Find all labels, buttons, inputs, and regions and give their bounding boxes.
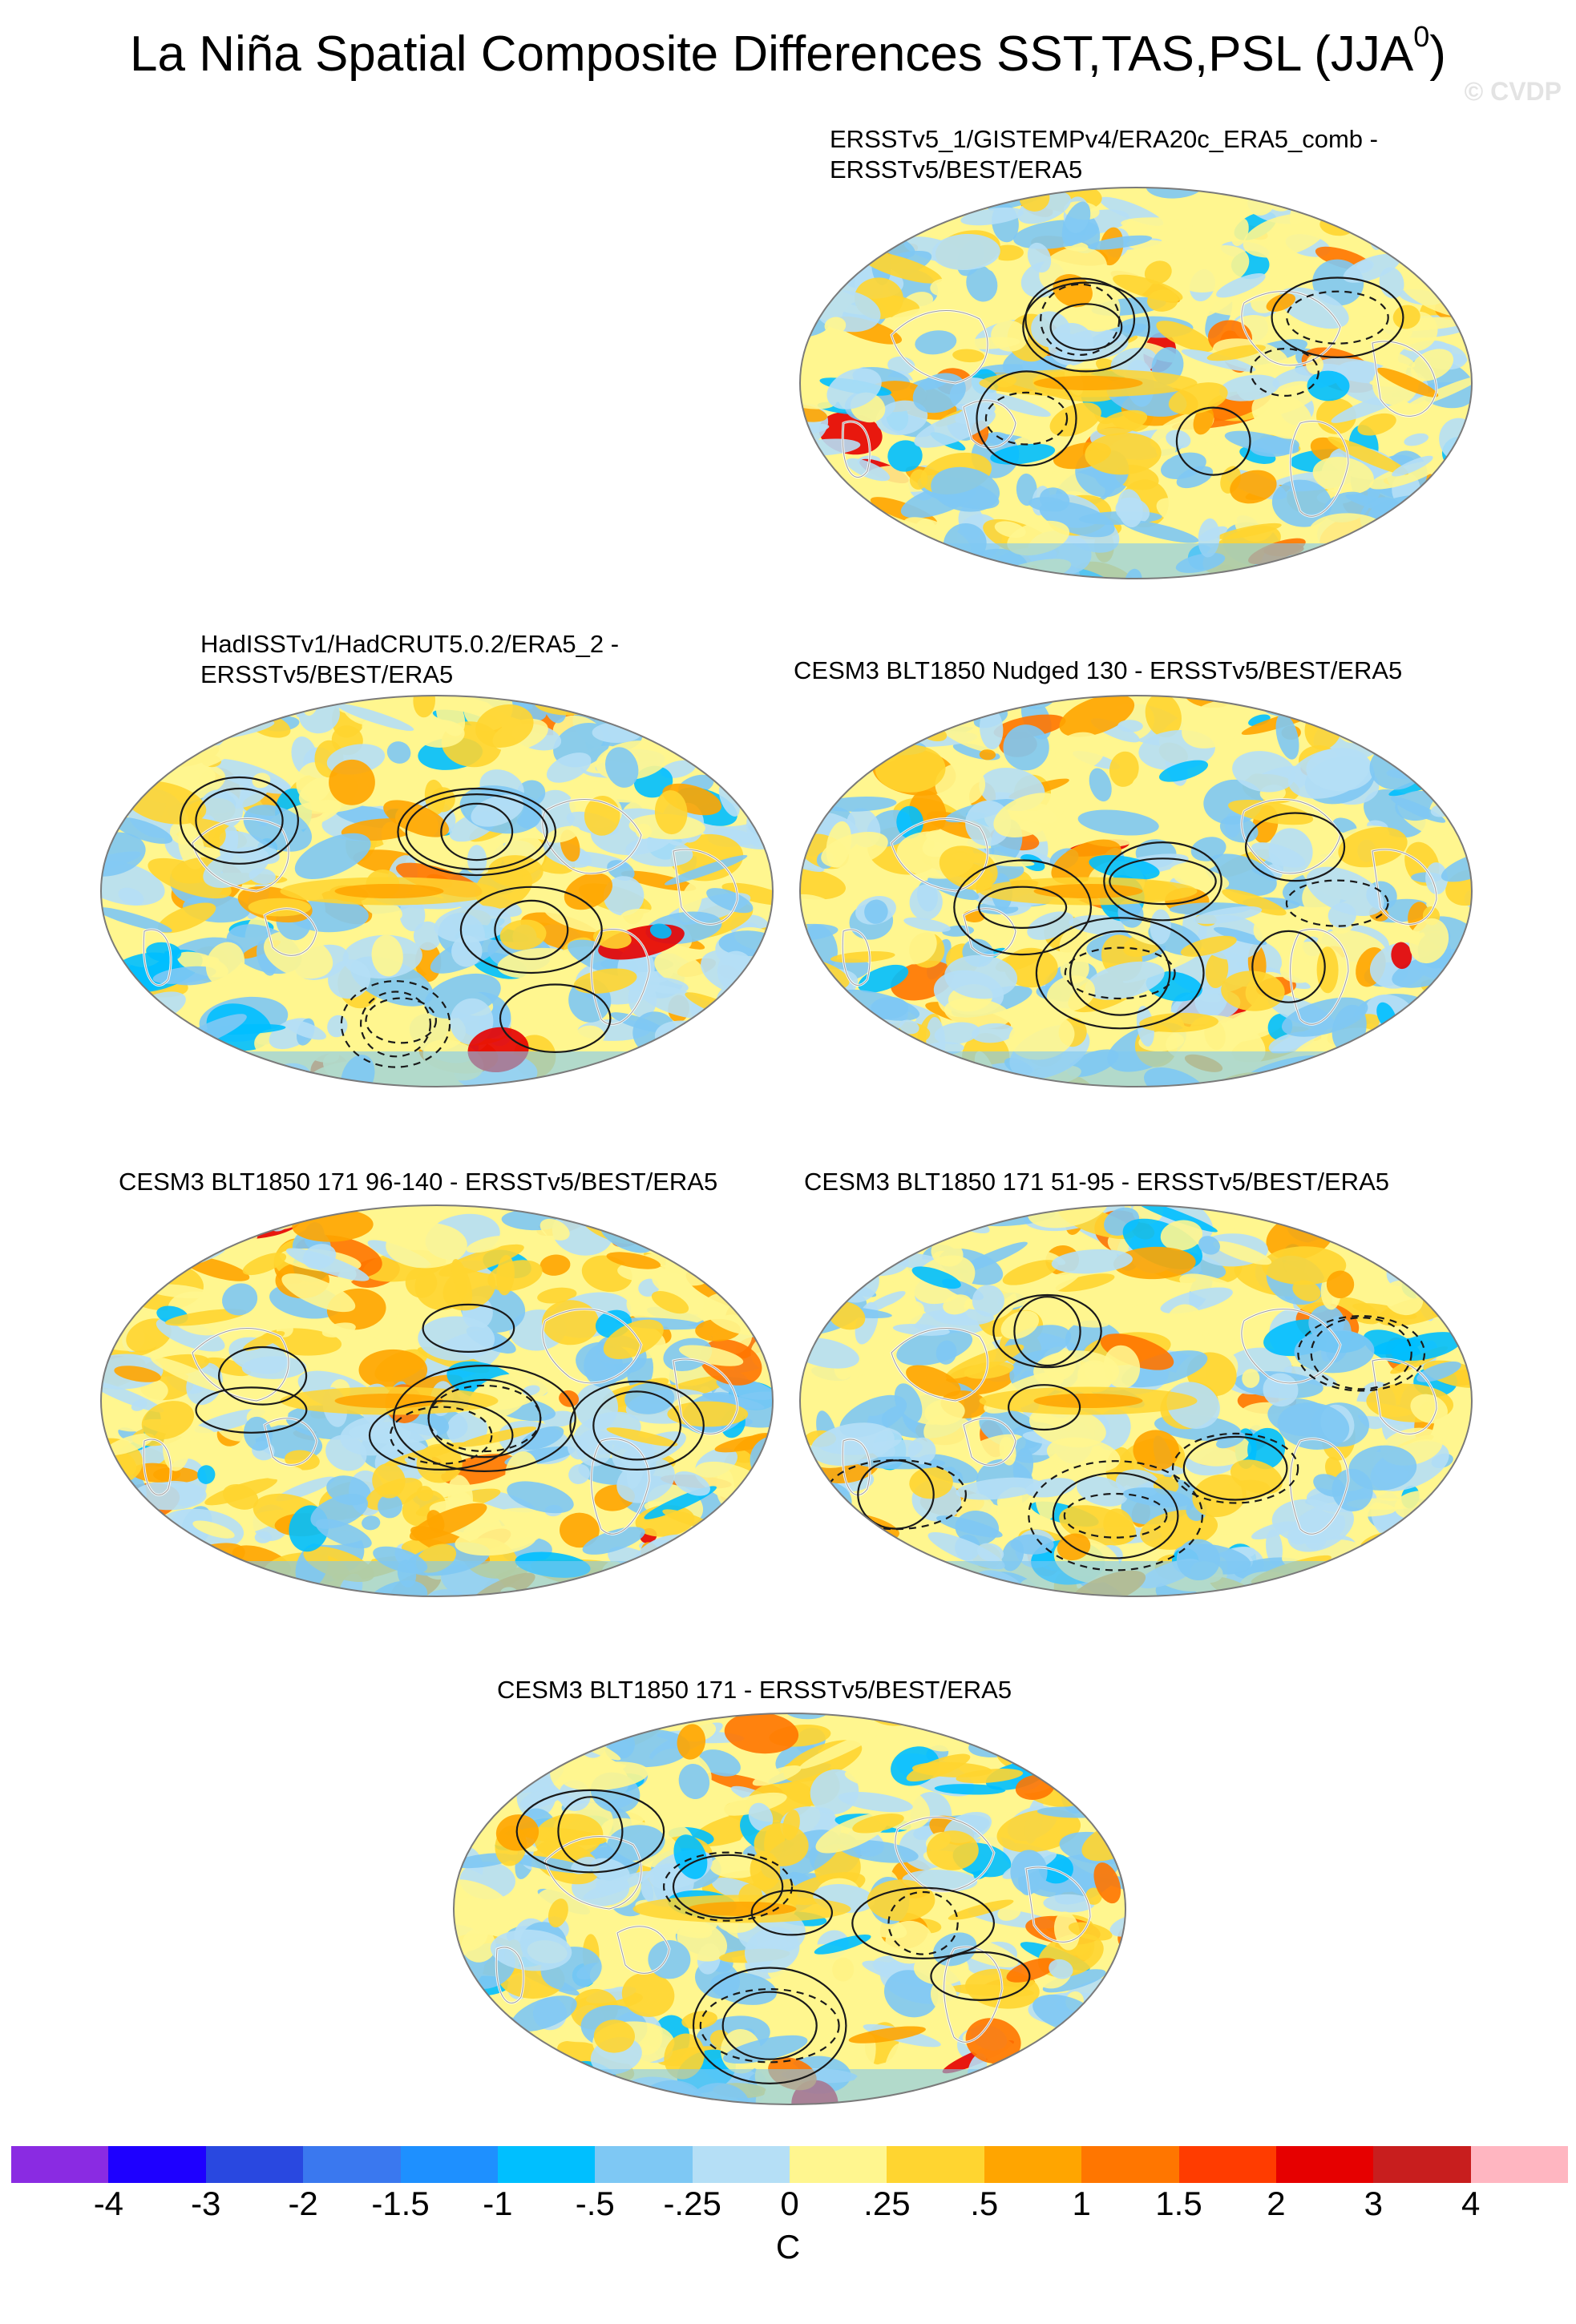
map-panel-1	[795, 183, 1477, 583]
colorbar-tick-13: 3	[1364, 2185, 1383, 2222]
colorbar-swatch-8	[790, 2146, 887, 2183]
colorbar-tick-12: 2	[1267, 2185, 1286, 2222]
colorbar-tick-5: -.5	[575, 2185, 615, 2222]
colorbar-tick-10: 1	[1072, 2185, 1091, 2222]
panel-4-title: CESM3 BLT1850 171 96-140 - ERSSTv5/BEST/…	[119, 1167, 717, 1197]
colorbar-swatch-6	[595, 2146, 693, 2183]
colorbar-swatch-9	[887, 2146, 984, 2183]
colorbar-swatch-7	[692, 2146, 790, 2183]
colorbar-tick-9: .5	[970, 2185, 999, 2222]
panel-5-title: CESM3 BLT1850 171 51-95 - ERSSTv5/BEST/E…	[804, 1167, 1389, 1197]
map-panel-6	[449, 1709, 1130, 2109]
colorbar-tick-1: -3	[191, 2185, 221, 2222]
map-panel-4	[96, 1200, 778, 1601]
colorbar-tick-0: -4	[93, 2185, 124, 2222]
colorbar-ticks: -4 -3 -2 -1.5 -1 -.5 -.25 0 .25 .5 1 1.5 2 3 4	[11, 2185, 1568, 2233]
panel-5-title-line1: CESM3 BLT1850 171 51-95 - ERSSTv5/BEST/E…	[804, 1168, 1389, 1196]
map-panel-3	[795, 691, 1477, 1091]
colorbar-swatch-1	[108, 2146, 206, 2183]
panel-4-title-line1: CESM3 BLT1850 171 96-140 - ERSSTv5/BEST/…	[119, 1168, 718, 1196]
map-panel-2	[96, 691, 778, 1091]
colorbar-tick-11: 1.5	[1155, 2185, 1202, 2222]
colorbar-swatch-0	[11, 2146, 109, 2183]
colorbar-tick-7: 0	[780, 2185, 799, 2222]
colorbar-swatch-15	[1470, 2146, 1568, 2183]
map-panel-5	[795, 1200, 1477, 1601]
colorbar-tick-3: -1.5	[371, 2185, 430, 2222]
figure-title: La Niña Spatial Composite Differences SS…	[0, 22, 1576, 87]
colorbar-swatch-2	[205, 2146, 304, 2183]
credit-watermark: © CVDP	[1464, 77, 1562, 106]
panel-1-title-line1: ERSSTv5_1/GISTEMPv4/ERA20c_ERA5_comb -	[830, 125, 1378, 153]
colorbar-swatch-12	[1178, 2146, 1276, 2183]
colorbar-tick-6: -.25	[663, 2185, 721, 2222]
panel-1-title: ERSSTv5_1/GISTEMPv4/ERA20c_ERA5_comb - E…	[830, 124, 1378, 185]
title-main: La Niña Spatial Composite Differences SS…	[130, 26, 1414, 82]
colorbar-swatch-11	[1081, 2146, 1179, 2183]
panel-2-title: HadISSTv1/HadCRUT5.0.2/ERA5_2 - ERSSTv5/…	[200, 629, 619, 690]
panel-6-title: CESM3 BLT1850 171 - ERSSTv5/BEST/ERA5	[497, 1675, 1012, 1705]
colorbar-swatch-4	[400, 2146, 498, 2183]
colorbar-unit: C	[775, 2228, 801, 2265]
colorbar	[11, 2146, 1568, 2183]
colorbar-tick-2: -2	[288, 2185, 318, 2222]
panel-6-title-line1: CESM3 BLT1850 171 - ERSSTv5/BEST/ERA5	[497, 1676, 1012, 1704]
colorbar-tick-4: -1	[483, 2185, 513, 2222]
colorbar-swatch-5	[497, 2146, 596, 2183]
colorbar-swatch-13	[1275, 2146, 1374, 2183]
colorbar-tick-14: 4	[1461, 2185, 1481, 2222]
title-superscript: 0	[1413, 20, 1430, 53]
colorbar-swatch-14	[1373, 2146, 1471, 2183]
panel-2-title-line1: HadISSTv1/HadCRUT5.0.2/ERA5_2 -	[200, 630, 620, 658]
colorbar-tick-8: .25	[863, 2185, 911, 2222]
title-close: )	[1429, 26, 1446, 82]
panel-1-title-line2: ERSSTv5/BEST/ERA5	[830, 155, 1083, 184]
panel-3-title: CESM3 BLT1850 Nudged 130 - ERSSTv5/BEST/…	[794, 656, 1402, 686]
panel-2-title-line2: ERSSTv5/BEST/ERA5	[200, 660, 454, 688]
colorbar-swatch-10	[984, 2146, 1082, 2183]
colorbar-swatch-3	[303, 2146, 401, 2183]
panel-3-title-line1: CESM3 BLT1850 Nudged 130 - ERSSTv5/BEST/…	[794, 656, 1403, 684]
